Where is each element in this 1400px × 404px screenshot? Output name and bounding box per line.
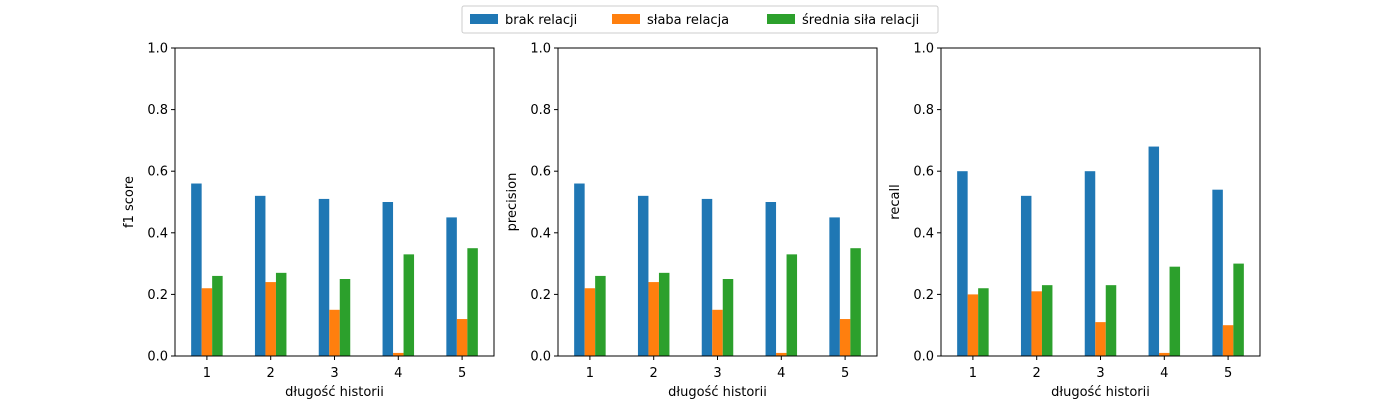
legend-label-brak-relacji: brak relacji xyxy=(505,13,577,28)
x-tick-label: 4 xyxy=(1160,366,1168,381)
y-tick-label: 0.4 xyxy=(913,226,934,241)
bar-s3-c3 xyxy=(722,279,734,356)
bar-s2-c1 xyxy=(201,288,213,356)
x-axis-label: długość historii xyxy=(1051,385,1150,400)
bar-s1-c3 xyxy=(1084,171,1096,356)
legend-frame xyxy=(461,5,939,34)
legend-label-slaba-relacja: słaba relacja xyxy=(647,13,729,28)
bar-s2-c5 xyxy=(839,319,851,356)
subplot-2: 0.0 0.2 0.4 0.6 0.8 1.0 1 2 3 4 5 długość historii p… xyxy=(505,42,878,400)
x-tick-label: 1 xyxy=(586,366,594,381)
x-tick-label: 3 xyxy=(713,366,721,381)
bar-s2-c1 xyxy=(584,288,596,356)
x-axis-label: długość historii xyxy=(285,385,384,400)
bar-s1-c3 xyxy=(318,198,330,356)
y-tick-label: 0.6 xyxy=(530,165,551,180)
y-tick-label: 0.6 xyxy=(147,165,168,180)
y-tick-label: 0.8 xyxy=(530,103,551,118)
y-tick-label: 0.2 xyxy=(913,288,934,303)
bar-s2-c4 xyxy=(393,352,404,356)
x-tick-label: 4 xyxy=(394,366,402,381)
y-tick-label: 1.0 xyxy=(530,42,551,57)
legend: brak relacji słaba relacja średnia siła … xyxy=(461,5,939,34)
bar-s3-c5 xyxy=(467,248,478,356)
bar-s3-c1 xyxy=(595,275,606,356)
y-tick-label: 0.6 xyxy=(913,165,934,180)
bar-s2-c3 xyxy=(329,309,340,356)
bar-s1-c2 xyxy=(1020,195,1032,356)
bar-s1-c2 xyxy=(254,195,266,356)
bar-s2-c2 xyxy=(265,282,276,356)
y-tick-label: 0.2 xyxy=(530,288,551,303)
x-tick-label: 2 xyxy=(1033,366,1041,381)
y-axis-label: recall xyxy=(888,184,903,219)
x-tick-label: 2 xyxy=(650,366,658,381)
y-axis-label: f1 score xyxy=(122,176,137,228)
y-tick-label: 0.8 xyxy=(147,103,168,118)
bar-s3-c1 xyxy=(212,275,223,356)
y-tick-label: 0.4 xyxy=(147,226,168,241)
bar-s2-c2 xyxy=(648,282,659,356)
bar-s3-c5 xyxy=(1233,263,1244,356)
legend-swatch-srednia-sila-relacji xyxy=(767,14,795,24)
bar-s1-c1 xyxy=(574,183,585,356)
x-tick-label: 1 xyxy=(969,366,977,381)
axes-frame xyxy=(940,47,1261,357)
bar-s3-c2 xyxy=(275,272,287,356)
x-tick-label: 4 xyxy=(777,366,785,381)
bar-s3-c4 xyxy=(786,254,798,356)
bar-s2-c1 xyxy=(967,294,979,356)
bar-s1-c4 xyxy=(765,202,777,356)
bar-s1-c4 xyxy=(1148,146,1160,356)
legend-swatch-brak-relacji xyxy=(470,14,498,24)
subplot-3: 0.0 0.2 0.4 0.6 0.8 1.0 1 2 3 4 5 długość historii r… xyxy=(888,42,1261,400)
bar-s3-c1 xyxy=(978,288,989,356)
bar-s3-c2 xyxy=(1041,285,1053,356)
y-tick-label: 0.0 xyxy=(147,350,168,365)
y-tick-label: 0.0 xyxy=(530,350,551,365)
y-tick-label: 0.0 xyxy=(913,350,934,365)
bar-s3-c5 xyxy=(850,248,861,356)
bar-s3-c3 xyxy=(1105,285,1117,356)
y-tick-label: 0.8 xyxy=(913,103,934,118)
bar-s1-c5 xyxy=(829,217,840,356)
x-tick-label: 3 xyxy=(1096,366,1104,381)
x-tick-label: 2 xyxy=(267,366,275,381)
y-tick-label: 0.4 xyxy=(530,226,551,241)
bar-s2-c4 xyxy=(776,352,787,356)
bar-s3-c3 xyxy=(339,279,351,356)
bar-s1-c4 xyxy=(382,202,394,356)
bar-s2-c5 xyxy=(1222,325,1234,356)
y-axis-label: precision xyxy=(505,173,520,232)
bar-s1-c1 xyxy=(957,171,968,356)
x-tick-label: 5 xyxy=(458,366,466,381)
bar-s2-c2 xyxy=(1031,291,1042,356)
y-tick-label: 1.0 xyxy=(147,42,168,57)
bar-s2-c4 xyxy=(1159,352,1170,356)
bar-s1-c5 xyxy=(1212,189,1223,356)
bar-s1-c1 xyxy=(191,183,202,356)
y-tick-label: 0.2 xyxy=(147,288,168,303)
legend-label-srednia-sila-relacji: średnia siła relacji xyxy=(802,13,919,28)
x-tick-label: 5 xyxy=(841,366,849,381)
x-tick-label: 5 xyxy=(1224,366,1232,381)
x-axis-label: długość historii xyxy=(668,385,767,400)
bar-s2-c3 xyxy=(1095,322,1106,356)
x-tick-label: 3 xyxy=(330,366,338,381)
plots: 0.0 0.2 0.4 0.6 0.8 1.0 1 2 3 4 5 długość historii f… xyxy=(122,42,1261,400)
legend-swatch-slaba-relacja xyxy=(612,14,640,24)
subplot-1: 0.0 0.2 0.4 0.6 0.8 1.0 1 2 3 4 5 długość historii f… xyxy=(122,42,495,400)
bar-s3-c4 xyxy=(1169,266,1181,356)
x-tick-label: 1 xyxy=(203,366,211,381)
bar-s1-c2 xyxy=(637,195,649,356)
bar-s2-c5 xyxy=(456,319,468,356)
bar-s1-c5 xyxy=(446,217,457,356)
y-tick-label: 1.0 xyxy=(913,42,934,57)
bar-s1-c3 xyxy=(701,198,713,356)
bar-s2-c3 xyxy=(712,309,723,356)
bar-s3-c4 xyxy=(403,254,415,356)
bar-s3-c2 xyxy=(658,272,670,356)
